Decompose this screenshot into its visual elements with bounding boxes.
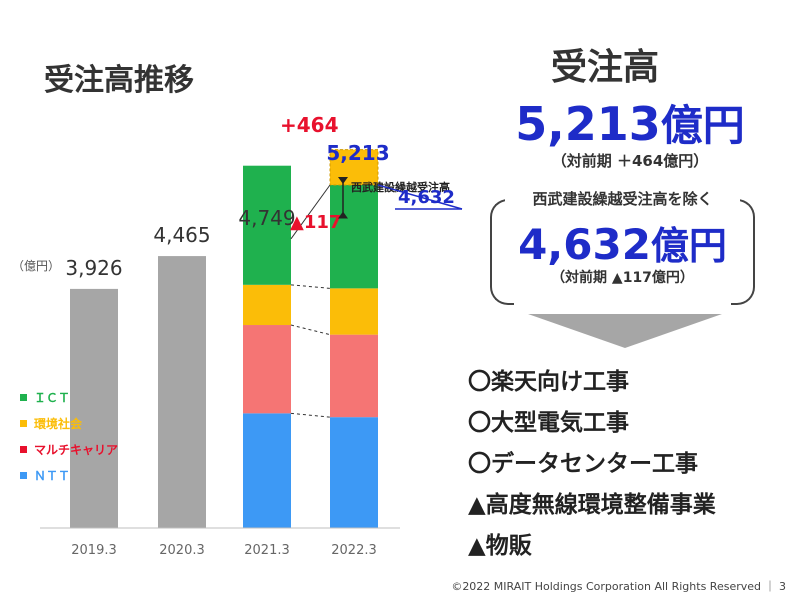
excluding-value-unit: 億円 bbox=[650, 224, 727, 268]
arrow-head-icon bbox=[338, 211, 348, 219]
legend-label: マルチキャリア bbox=[34, 443, 118, 457]
connector-line bbox=[290, 412, 331, 418]
stack-segment bbox=[330, 288, 378, 335]
total-orders-value: 5,213 bbox=[515, 97, 661, 151]
legend-marker bbox=[20, 446, 27, 453]
legend-label: ＮＴＴ bbox=[34, 469, 70, 483]
excluding-total-label: 4,632 bbox=[398, 187, 455, 208]
factor-item: 〇データセンター工事 bbox=[468, 451, 698, 477]
data-label: 4,749 bbox=[238, 206, 295, 230]
factor-item: 〇大型電気工事 bbox=[468, 410, 629, 436]
carryover-label: 西武建設繰越受注高 bbox=[351, 180, 450, 194]
stack-segment bbox=[243, 165, 291, 285]
carryover-segment bbox=[329, 149, 379, 186]
x-tick-label: 2021.3 bbox=[244, 543, 290, 558]
panel-title: 受注高 bbox=[550, 47, 659, 88]
excluding-value-number: 4,632 bbox=[518, 220, 651, 269]
stack-segment bbox=[243, 284, 291, 326]
total-orders-unit: 億円 bbox=[660, 101, 745, 150]
stack-segment bbox=[330, 417, 378, 528]
down-arrow-icon bbox=[528, 314, 722, 348]
data-label: 5,213 bbox=[326, 141, 389, 165]
callout-line bbox=[377, 184, 463, 210]
decrease-annotation: ▲117 bbox=[290, 212, 341, 233]
legend-label: 環境社会 bbox=[34, 416, 83, 431]
total-bar bbox=[158, 256, 206, 528]
x-tick-label: 2019.3 bbox=[71, 543, 117, 558]
chart-title: 受注高推移 bbox=[44, 63, 194, 98]
bracket-left bbox=[490, 199, 514, 305]
total-orders-change: （対前期 ＋464億円） bbox=[551, 152, 709, 170]
legend-marker bbox=[20, 420, 27, 427]
data-label: 3,926 bbox=[65, 256, 122, 280]
excluding-carryover-change: （対前期 ▲117億円） bbox=[551, 270, 694, 286]
excluding-carryover-box: 西武建設繰越受注高を除く 4,632億円 （対前期 ▲117億円） bbox=[490, 185, 755, 305]
arrow-head-icon bbox=[338, 177, 348, 185]
copyright-footer: ©2022 MIRAIT Holdings Corporation All Ri… bbox=[451, 580, 786, 593]
legend-marker bbox=[20, 394, 27, 401]
data-label: 4,465 bbox=[153, 223, 210, 247]
factor-item: ▲高度無線環境整備事業 bbox=[468, 492, 716, 518]
connector-line bbox=[290, 184, 331, 240]
stack-segment bbox=[330, 185, 378, 289]
x-tick-label: 2022.3 bbox=[331, 543, 377, 558]
legend-marker bbox=[20, 472, 27, 479]
factor-list: 〇楽天向け工事 〇大型電気工事 〇データセンター工事 ▲高度無線環境整備事業 ▲… bbox=[468, 362, 716, 567]
total-orders: 5,213億円 bbox=[500, 92, 760, 153]
x-tick-label: 2020.3 bbox=[159, 543, 205, 558]
excluding-carryover-label: 西武建設繰越受注高を除く bbox=[505, 188, 740, 209]
factor-item: 〇楽天向け工事 bbox=[468, 369, 629, 395]
total-bar bbox=[70, 288, 118, 528]
order-volume-chart: （億円） 3,926 4,465 4,749 5,213 +464 ▲117 西武建設繰越受注… bbox=[12, 113, 463, 558]
stack-segment bbox=[243, 413, 291, 528]
legend-label: ＩＣＴ bbox=[34, 391, 70, 405]
y-axis-unit-label: （億円） bbox=[12, 259, 60, 273]
connector-line bbox=[290, 284, 331, 289]
stack-segment bbox=[243, 325, 291, 414]
increase-annotation: +464 bbox=[280, 113, 339, 137]
factor-item: ▲物販 bbox=[468, 533, 532, 559]
excluding-carryover-value: 4,632億円 bbox=[490, 215, 755, 270]
stack-segment bbox=[330, 334, 378, 418]
connector-line bbox=[290, 324, 331, 336]
